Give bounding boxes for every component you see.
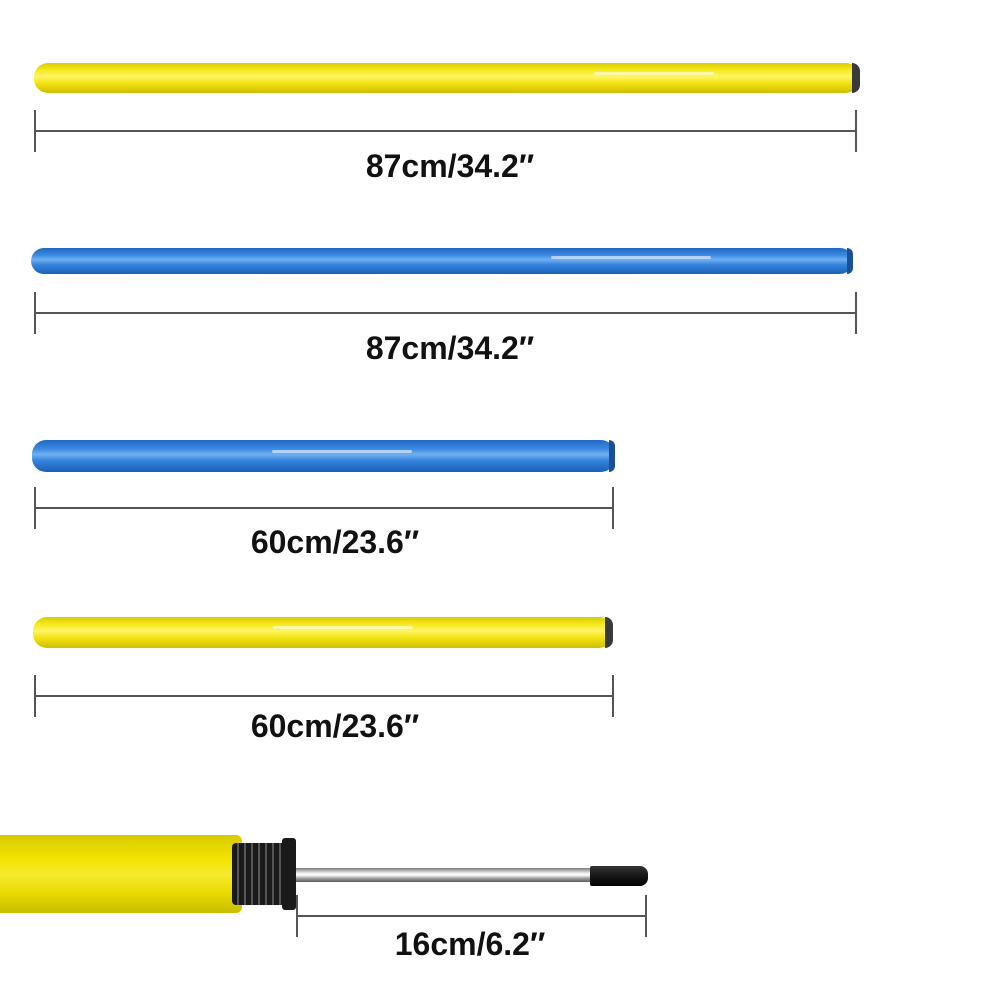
dimension-tick-right xyxy=(855,110,857,152)
dimension-line xyxy=(34,695,614,697)
dimension-label: 87cm/34.2″ xyxy=(365,148,535,184)
dimension-label: 60cm/23.6″ xyxy=(250,524,420,560)
pole-highlight xyxy=(273,626,413,630)
dimension-tick-right xyxy=(855,292,857,334)
pole-end-cap xyxy=(609,440,615,472)
pole-end-cap xyxy=(605,617,613,648)
dimension-tick-left xyxy=(34,292,36,334)
threaded-connector xyxy=(232,843,286,905)
pole-closeup xyxy=(0,835,242,913)
yellow-pole-60cm xyxy=(33,617,613,648)
connector-collar xyxy=(282,838,296,910)
dimension-line xyxy=(297,915,647,917)
pole-highlight xyxy=(594,72,714,75)
dimension-tick-left xyxy=(296,895,298,937)
dimension-tick-left xyxy=(34,487,36,529)
pole-end-cap xyxy=(852,63,860,93)
pole-highlight xyxy=(272,449,412,453)
dimension-tick-right xyxy=(645,895,647,937)
spike-rubber-tip xyxy=(590,866,648,886)
blue-pole-87cm xyxy=(31,248,853,274)
dimension-tick-left xyxy=(34,675,36,717)
metal-spike xyxy=(296,868,596,882)
dimension-tick-right xyxy=(612,487,614,529)
dimension-line xyxy=(34,507,614,509)
dimension-tick-right xyxy=(612,675,614,717)
dimension-label: 87cm/34.2″ xyxy=(365,330,535,366)
pole-end-cap xyxy=(847,248,853,274)
dimension-tick-left xyxy=(34,110,36,152)
dimension-label: 60cm/23.6″ xyxy=(250,708,420,744)
dimension-line xyxy=(34,312,857,314)
blue-pole-60cm xyxy=(32,440,615,472)
pole-highlight xyxy=(551,255,711,259)
yellow-pole-87cm xyxy=(34,63,860,93)
dimension-line xyxy=(34,130,857,132)
dimension-label: 16cm/6.2″ xyxy=(394,926,546,962)
